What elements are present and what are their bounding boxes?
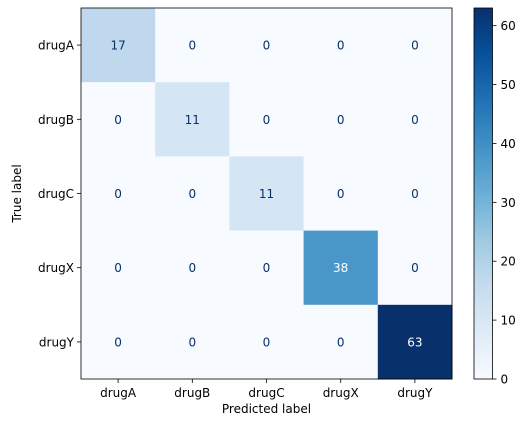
heatmap-cell: [81, 156, 156, 232]
cell-value-label: 0: [188, 335, 196, 349]
x-tick-label: drugX: [323, 386, 359, 400]
colorbar-tick-label: 50: [501, 78, 516, 92]
cell-value-label: 0: [263, 39, 271, 53]
y-tick-label: drugC: [38, 187, 74, 201]
cell-value-label: 0: [188, 187, 196, 201]
y-axis-ticks: drugA drugB drugC drugX drugY: [38, 39, 81, 349]
heatmap-cell: [81, 304, 156, 380]
y-tick-label: drugA: [38, 39, 75, 53]
cell-value-label: 11: [259, 187, 274, 201]
cell-value-label: 38: [333, 261, 348, 275]
cell-value-label: 63: [407, 335, 422, 349]
cell-value-label: 0: [114, 113, 122, 127]
x-tick-label: drugB: [174, 386, 210, 400]
cell-value-labels: 17 0 0 0 0 0 11 0 0 0 0 0 11 0 0 0 0 0 38 0 0 0 0 0 63: [110, 39, 422, 350]
colorbar-tick-label: 30: [501, 196, 516, 210]
cell-value-label: 0: [337, 113, 345, 127]
heatmap-cell: [81, 82, 156, 157]
heatmap-cell: [303, 156, 379, 232]
colorbar-tick-label: 10: [501, 314, 516, 328]
heatmap-cell: [155, 8, 230, 83]
cell-value-label: 0: [263, 335, 271, 349]
cell-value-label: 0: [411, 39, 419, 53]
heatmap-cell: [229, 82, 305, 157]
cell-value-label: 0: [114, 335, 122, 349]
cell-value-label: 0: [337, 187, 345, 201]
cell-value-label: 0: [411, 261, 419, 275]
colorbar: [473, 7, 493, 380]
heatmap-cell: [377, 304, 453, 380]
heatmap-cell: [303, 82, 379, 157]
cell-value-label: 0: [411, 187, 419, 201]
cell-value-label: 0: [114, 261, 122, 275]
heatmap-cell: [377, 82, 453, 157]
heatmap-cell: [229, 156, 305, 232]
heatmap-cell: [81, 8, 156, 83]
heatmap-cell: [229, 230, 305, 306]
heatmap-cell: [155, 156, 230, 232]
heatmap-cell: [81, 230, 156, 306]
x-axis-ticks: drugA drugB drugC drugX drugY: [100, 379, 433, 400]
x-tick-label: drugY: [397, 386, 433, 400]
cell-value-label: 0: [263, 261, 271, 275]
heatmap-cell: [229, 304, 305, 380]
cell-value-label: 11: [185, 113, 200, 127]
heatmap-cell: [155, 82, 230, 157]
colorbar-tick-label: 0: [501, 373, 509, 387]
y-tick-label: drugY: [39, 335, 75, 349]
colorbar-tick-label: 20: [501, 255, 516, 269]
y-axis-label: True label: [10, 164, 24, 223]
heatmap-cell: [303, 304, 379, 380]
heatmap-cell: [377, 156, 453, 232]
y-tick-label: drugX: [38, 261, 74, 275]
cell-value-label: 0: [337, 335, 345, 349]
heatmap-cell: [303, 230, 379, 306]
x-axis-label: Predicted label: [222, 402, 311, 416]
cell-value-label: 0: [114, 187, 122, 201]
colorbar-tick-label: 60: [501, 19, 516, 33]
heatmap-cell: [303, 8, 379, 83]
x-tick-label: drugC: [248, 386, 284, 400]
y-tick-label: drugB: [38, 113, 74, 127]
heatmap-cells: [81, 8, 453, 380]
cell-value-label: 17: [110, 39, 125, 53]
cell-value-label: 0: [263, 113, 271, 127]
heatmap-cell: [155, 230, 230, 306]
cell-value-label: 0: [188, 261, 196, 275]
heatmap-cell: [229, 8, 305, 83]
colorbar-tick-label: 40: [501, 137, 516, 151]
x-tick-label: drugA: [100, 386, 137, 400]
heatmap-cell: [377, 230, 453, 306]
heatmap-cell: [377, 8, 453, 83]
cell-value-label: 0: [337, 39, 345, 53]
cell-value-label: 0: [411, 113, 419, 127]
cell-value-label: 0: [188, 39, 196, 53]
colorbar-ticks: 0 10 20 30 40 50 60: [492, 19, 516, 387]
heatmap-cell: [155, 304, 230, 380]
